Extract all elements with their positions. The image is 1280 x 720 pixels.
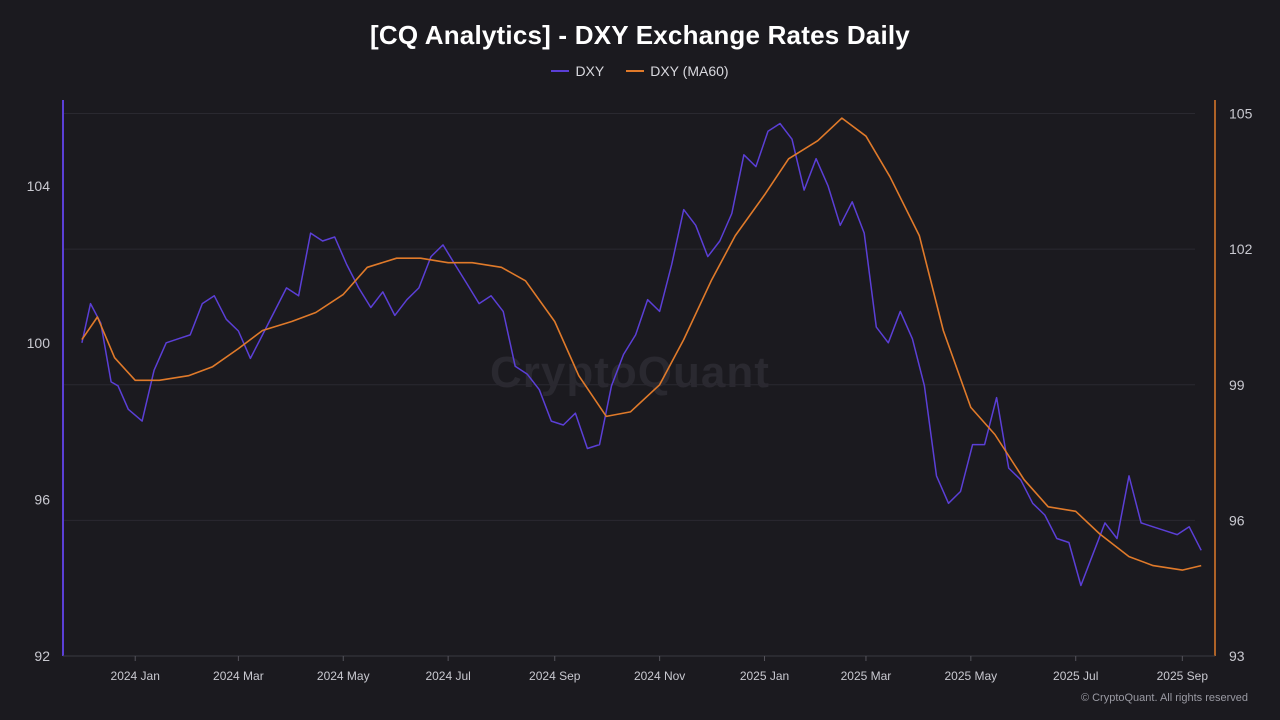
- x-axis-tick-label: 2024 Mar: [213, 669, 264, 683]
- legend-label-ma60: DXY (MA60): [650, 63, 729, 79]
- x-axis-tick-label: 2025 Jan: [740, 669, 789, 683]
- series-line-dxy: [81, 122, 1202, 587]
- x-axis-tick-label: 2025 Sep: [1157, 669, 1209, 683]
- legend-swatch-ma60: [626, 70, 645, 72]
- x-axis-tick-label: 2024 Jul: [425, 669, 470, 683]
- legend-item-dxy[interactable]: DXY: [551, 63, 604, 79]
- legend-swatch-dxy: [551, 70, 570, 72]
- left-axis-tick-label: 104: [27, 178, 51, 194]
- right-axis-tick-label: 102: [1229, 241, 1253, 257]
- right-axis-tick-label: 93: [1229, 648, 1245, 664]
- x-axis-tick-label: 2024 Jan: [111, 669, 160, 683]
- copyright-text: © CryptoQuant. All rights reserved: [1080, 692, 1248, 704]
- right-axis-tick-label: 105: [1229, 106, 1253, 122]
- x-axis-tick-label: 2024 Sep: [529, 669, 581, 683]
- legend: DXY DXY (MA60): [0, 63, 1280, 79]
- chart-title: [CQ Analytics] - DXY Exchange Rates Dail…: [370, 20, 910, 50]
- legend-label-dxy: DXY: [575, 63, 605, 79]
- right-axis-tick-label: 99: [1229, 377, 1245, 393]
- x-axis-tick-label: 2024 May: [317, 669, 370, 683]
- watermark-logo: CryptoQuant: [490, 348, 770, 397]
- left-axis-tick-label: 96: [34, 491, 50, 507]
- right-axis-tick-label: 96: [1229, 512, 1245, 528]
- x-axis-tick-label: 2025 May: [944, 669, 997, 683]
- left-axis-tick-label: 92: [34, 648, 50, 664]
- left-axis-tick-label: 100: [27, 335, 51, 351]
- x-axis-tick-label: 2024 Nov: [634, 669, 685, 683]
- x-axis-tick-label: 2025 Jul: [1053, 669, 1098, 683]
- series-line-ma60: [81, 117, 1202, 571]
- x-axis-tick-label: 2025 Mar: [841, 669, 892, 683]
- legend-item-ma60[interactable]: DXY (MA60): [626, 63, 729, 79]
